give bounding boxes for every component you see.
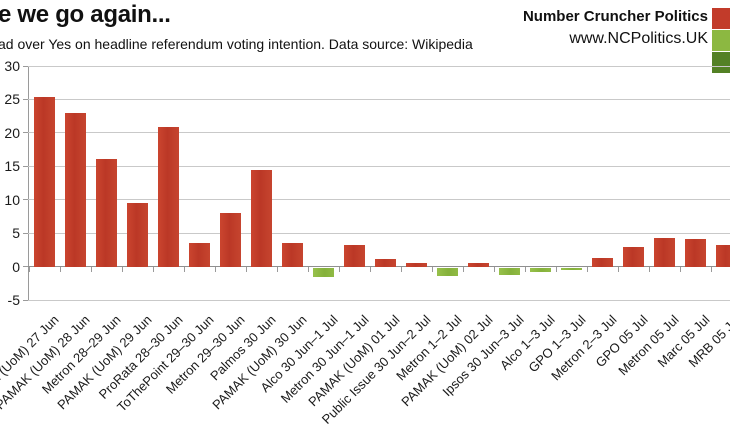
x-axis-tick bbox=[60, 266, 61, 272]
x-axis-tick bbox=[649, 266, 650, 272]
x-axis-tick bbox=[277, 266, 278, 272]
logo-block-red bbox=[712, 8, 730, 29]
bar-no-lead bbox=[189, 243, 210, 267]
y-axis-tick-label: 20 bbox=[4, 124, 20, 141]
x-axis-tick bbox=[432, 266, 433, 272]
x-axis-tick bbox=[308, 266, 309, 272]
x-axis-tick bbox=[463, 266, 464, 272]
y-axis-tick bbox=[23, 199, 29, 201]
plot-area bbox=[28, 65, 730, 301]
bar-yes-lead bbox=[499, 267, 520, 275]
bar-yes-lead bbox=[561, 267, 582, 271]
bar-yes-lead bbox=[313, 267, 334, 277]
logo-block-green bbox=[712, 30, 730, 51]
bar-yes-lead bbox=[530, 267, 551, 273]
gridline bbox=[28, 65, 730, 67]
y-axis-tick-label: -5 bbox=[7, 292, 20, 308]
bar-no-lead bbox=[623, 246, 644, 267]
bar-no-lead bbox=[96, 158, 117, 267]
y-axis-tick bbox=[23, 299, 29, 301]
x-axis-tick bbox=[618, 266, 619, 272]
x-axis-tick bbox=[680, 266, 681, 272]
bar-no-lead bbox=[34, 96, 55, 267]
bar-no-lead bbox=[654, 238, 675, 267]
x-axis-tick bbox=[215, 266, 216, 272]
y-axis-tick-label: 0 bbox=[12, 258, 20, 275]
y-axis-tick bbox=[23, 232, 29, 234]
gridline bbox=[28, 98, 730, 100]
x-axis-tick bbox=[711, 266, 712, 272]
y-axis-line bbox=[28, 66, 29, 300]
bar-no-lead bbox=[685, 239, 706, 267]
y-axis-tick-label: 10 bbox=[4, 191, 20, 208]
gridline bbox=[28, 299, 730, 301]
y-axis-tick bbox=[23, 132, 29, 134]
gridline bbox=[28, 199, 730, 201]
y-axis-tick bbox=[23, 266, 29, 268]
y-axis-tick bbox=[23, 165, 29, 167]
bar-no-lead bbox=[344, 244, 365, 267]
gridline bbox=[28, 132, 730, 134]
brand-url: www.NCPolitics.UK bbox=[569, 30, 708, 47]
gridline bbox=[28, 165, 730, 167]
x-axis-tick bbox=[525, 266, 526, 272]
y-axis-tick bbox=[23, 98, 29, 100]
y-axis-tick bbox=[23, 65, 29, 67]
bar-no-lead bbox=[406, 262, 427, 267]
x-axis-tick bbox=[401, 266, 402, 272]
x-axis-tick bbox=[184, 266, 185, 272]
chart-subtitle: ad over Yes on headline referendum votin… bbox=[0, 36, 473, 52]
y-axis-tick-label: 5 bbox=[12, 225, 20, 242]
x-axis-tick bbox=[91, 266, 92, 272]
bar-no-lead bbox=[127, 203, 148, 267]
brand-logo bbox=[712, 8, 730, 74]
bar-no-lead bbox=[592, 257, 613, 267]
x-axis-tick bbox=[122, 266, 123, 272]
x-axis-tick bbox=[29, 266, 30, 272]
chart-title: e we go again... bbox=[0, 1, 171, 28]
logo-block-darkgreen bbox=[712, 52, 730, 73]
x-axis-tick bbox=[370, 266, 371, 272]
bar-no-lead bbox=[375, 258, 396, 267]
x-axis-tick bbox=[587, 266, 588, 272]
bar-no-lead bbox=[65, 112, 86, 267]
x-axis-tick bbox=[556, 266, 557, 272]
bar-no-lead bbox=[251, 170, 272, 267]
y-axis-tick-label: 25 bbox=[4, 91, 20, 108]
x-axis-tick bbox=[153, 266, 154, 272]
bar-no-lead bbox=[716, 245, 730, 267]
gridline bbox=[28, 232, 730, 234]
brand-name: Number Cruncher Politics bbox=[522, 8, 708, 25]
zero-gridline bbox=[28, 266, 730, 268]
bar-yes-lead bbox=[437, 267, 458, 276]
y-axis-tick-label: 15 bbox=[4, 158, 20, 175]
bar-no-lead bbox=[158, 126, 179, 267]
x-axis-tick bbox=[246, 266, 247, 272]
bar-no-lead bbox=[468, 262, 489, 267]
y-axis-tick-label: 30 bbox=[4, 58, 20, 74]
x-axis-tick bbox=[494, 266, 495, 272]
bar-no-lead bbox=[282, 242, 303, 267]
x-axis-tick bbox=[339, 266, 340, 272]
bar-no-lead bbox=[220, 213, 241, 267]
